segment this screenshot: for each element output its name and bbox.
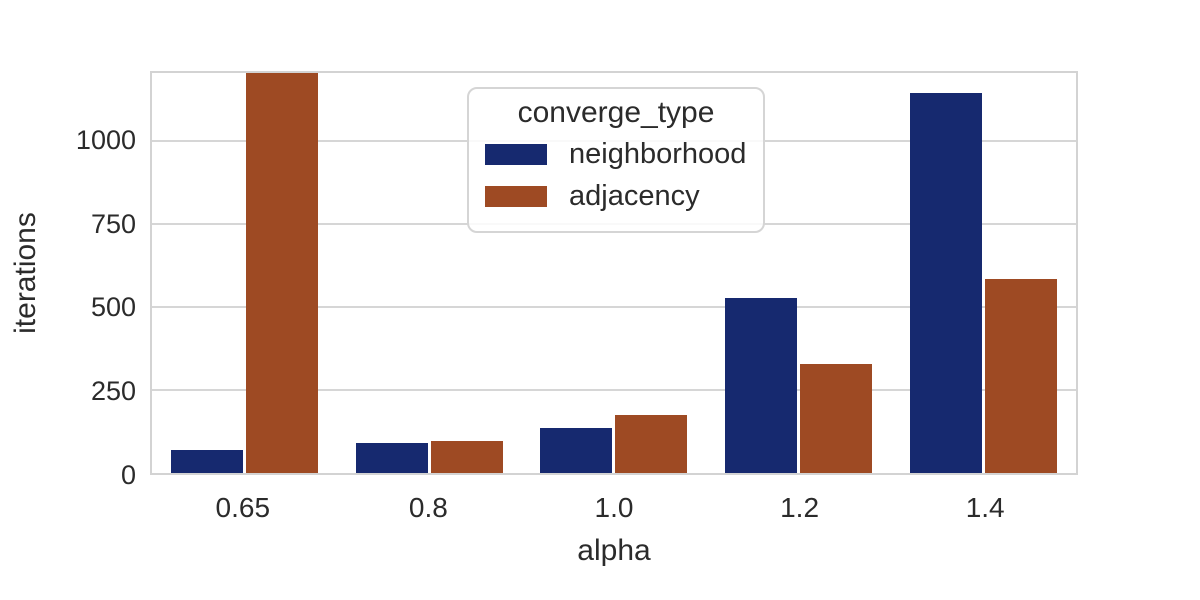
gridline-250 [152, 389, 1076, 392]
bar-group-0.65 [152, 73, 337, 473]
bar-adjacency-0.8 [430, 441, 503, 473]
gridline-500 [152, 306, 1076, 309]
x-tick-1.0: 1.0 [594, 492, 634, 523]
x-tick-0.8: 0.8 [408, 492, 448, 523]
bar-adjacency-1.4 [985, 278, 1058, 473]
y-tick-750: 750 [90, 208, 136, 239]
bar-adjacency-1.2 [800, 364, 873, 473]
bar-adjacency-0.65 [245, 73, 318, 473]
x-tick-0.65: 0.65 [215, 492, 271, 523]
y-tick-500: 500 [90, 292, 136, 323]
x-axis-label: alpha [577, 534, 651, 567]
legend-label-adjacency: adjacency [569, 179, 700, 212]
legend-label-neighborhood: neighborhood [569, 137, 747, 170]
bars-container [152, 73, 1076, 473]
bar-group-1.0 [522, 73, 707, 473]
legend-item-neighborhood: neighborhood [469, 133, 763, 175]
bar-group-1.2 [706, 73, 891, 473]
x-tick-1.4: 1.4 [965, 492, 1005, 523]
bar-neighborhood-0.8 [355, 443, 428, 473]
y-axis-tick-labels: 0 250 500 750 1000 [0, 71, 136, 490]
x-tick-1.2: 1.2 [780, 492, 820, 523]
bar-group-0.8 [337, 73, 522, 473]
plot-area: converge_type neighborhood adjacency [150, 71, 1078, 475]
bar-neighborhood-1.0 [540, 427, 613, 473]
bar-neighborhood-1.2 [725, 297, 798, 473]
y-tick-0: 0 [120, 460, 136, 490]
legend-swatch-adjacency [485, 185, 547, 207]
y-tick-1000: 1000 [75, 124, 136, 155]
legend-swatch-neighborhood [485, 143, 547, 165]
legend-title: converge_type [517, 96, 715, 129]
bar-neighborhood-1.4 [910, 92, 983, 473]
y-tick-250: 250 [90, 376, 136, 407]
legend: converge_type neighborhood adjacency [467, 87, 765, 233]
bar-adjacency-1.0 [615, 414, 688, 473]
bar-group-1.4 [891, 73, 1076, 473]
bar-neighborhood-0.65 [170, 450, 243, 473]
x-axis-tick-labels: 0.65 0.8 1.0 1.2 1.4 [150, 492, 1078, 524]
legend-item-adjacency: adjacency [469, 175, 763, 217]
